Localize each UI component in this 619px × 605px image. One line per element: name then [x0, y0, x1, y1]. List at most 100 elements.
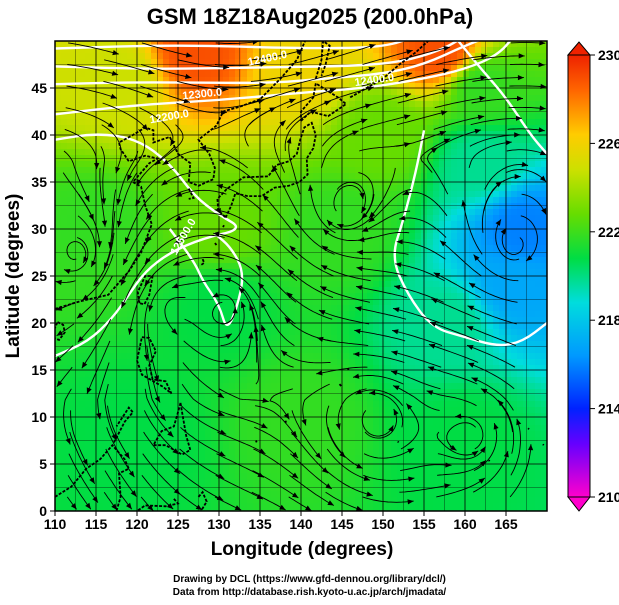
field-cell: [349, 365, 356, 372]
field-cell: [385, 257, 392, 264]
field-cell: [295, 305, 302, 312]
field-cell: [55, 293, 62, 300]
field-cell: [229, 365, 236, 372]
field-cell: [457, 83, 464, 90]
field-cell: [403, 245, 410, 252]
field-cell: [103, 353, 110, 360]
field-cell: [55, 107, 62, 114]
field-cell: [115, 383, 122, 390]
field-cell: [247, 77, 254, 84]
field-cell: [505, 197, 512, 204]
field-cell: [217, 89, 224, 96]
field-cell: [169, 173, 176, 180]
field-cell: [229, 239, 236, 246]
field-cell: [439, 227, 446, 234]
field-cell: [61, 89, 68, 96]
field-cell: [391, 191, 398, 198]
field-cell: [427, 47, 434, 54]
field-cell: [355, 383, 362, 390]
field-cell: [535, 287, 542, 294]
field-cell: [193, 47, 200, 54]
field-cell: [133, 251, 140, 258]
field-cell: [493, 233, 500, 240]
field-cell: [211, 101, 218, 108]
field-cell: [91, 377, 98, 384]
field-cell: [505, 281, 512, 288]
field-cell: [475, 299, 482, 306]
field-cell: [73, 83, 80, 90]
field-cell: [331, 167, 338, 174]
field-cell: [361, 341, 368, 348]
field-cell: [157, 311, 164, 318]
field-cell: [73, 335, 80, 342]
field-cell: [127, 251, 134, 258]
field-cell: [235, 101, 242, 108]
field-cell: [139, 227, 146, 234]
field-cell: [133, 245, 140, 252]
field-cell: [109, 119, 116, 126]
field-cell: [463, 107, 470, 114]
field-cell: [157, 371, 164, 378]
field-cell: [529, 323, 536, 330]
field-cell: [451, 173, 458, 180]
field-cell: [199, 71, 206, 78]
field-cell: [241, 239, 248, 246]
field-cell: [181, 95, 188, 102]
field-cell: [91, 347, 98, 354]
field-cell: [445, 119, 452, 126]
field-cell: [331, 281, 338, 288]
field-cell: [529, 353, 536, 360]
field-cell: [355, 59, 362, 66]
field-cell: [61, 227, 68, 234]
field-cell: [475, 161, 482, 168]
field-cell: [343, 299, 350, 306]
field-cell: [133, 167, 140, 174]
field-cell: [427, 119, 434, 126]
field-cell: [127, 347, 134, 354]
field-cell: [415, 371, 422, 378]
field-cell: [133, 107, 140, 114]
field-cell: [403, 383, 410, 390]
field-cell: [493, 185, 500, 192]
field-cell: [193, 377, 200, 384]
field-cell: [55, 47, 62, 54]
field-cell: [109, 311, 116, 318]
field-cell: [211, 143, 218, 150]
field-cell: [469, 125, 476, 132]
field-cell: [499, 59, 506, 66]
field-cell: [271, 233, 278, 240]
field-cell: [271, 377, 278, 384]
field-cell: [367, 89, 374, 96]
field-cell: [535, 191, 542, 198]
field-cell: [289, 101, 296, 108]
field-cell: [199, 371, 206, 378]
field-cell: [439, 47, 446, 54]
field-cell: [457, 95, 464, 102]
field-cell: [313, 71, 320, 78]
field-cell: [253, 161, 260, 168]
field-cell: [415, 119, 422, 126]
field-cell: [205, 335, 212, 342]
field-cell: [229, 77, 236, 84]
field-cell: [463, 173, 470, 180]
field-cell: [85, 77, 92, 84]
field-cell: [529, 59, 536, 66]
field-cell: [463, 251, 470, 258]
field-cell: [529, 317, 536, 324]
field-cell: [433, 263, 440, 270]
field-cell: [181, 167, 188, 174]
field-cell: [373, 383, 380, 390]
field-cell: [325, 275, 332, 282]
field-cell: [139, 221, 146, 228]
field-cell: [301, 137, 308, 144]
field-cell: [163, 347, 170, 354]
field-cell: [223, 125, 230, 132]
field-cell: [439, 221, 446, 228]
field-cell: [535, 41, 542, 48]
field-cell: [169, 197, 176, 204]
field-cell: [499, 101, 506, 108]
field-cell: [517, 221, 524, 228]
field-cell: [409, 101, 416, 108]
field-cell: [295, 197, 302, 204]
field-cell: [73, 161, 80, 168]
